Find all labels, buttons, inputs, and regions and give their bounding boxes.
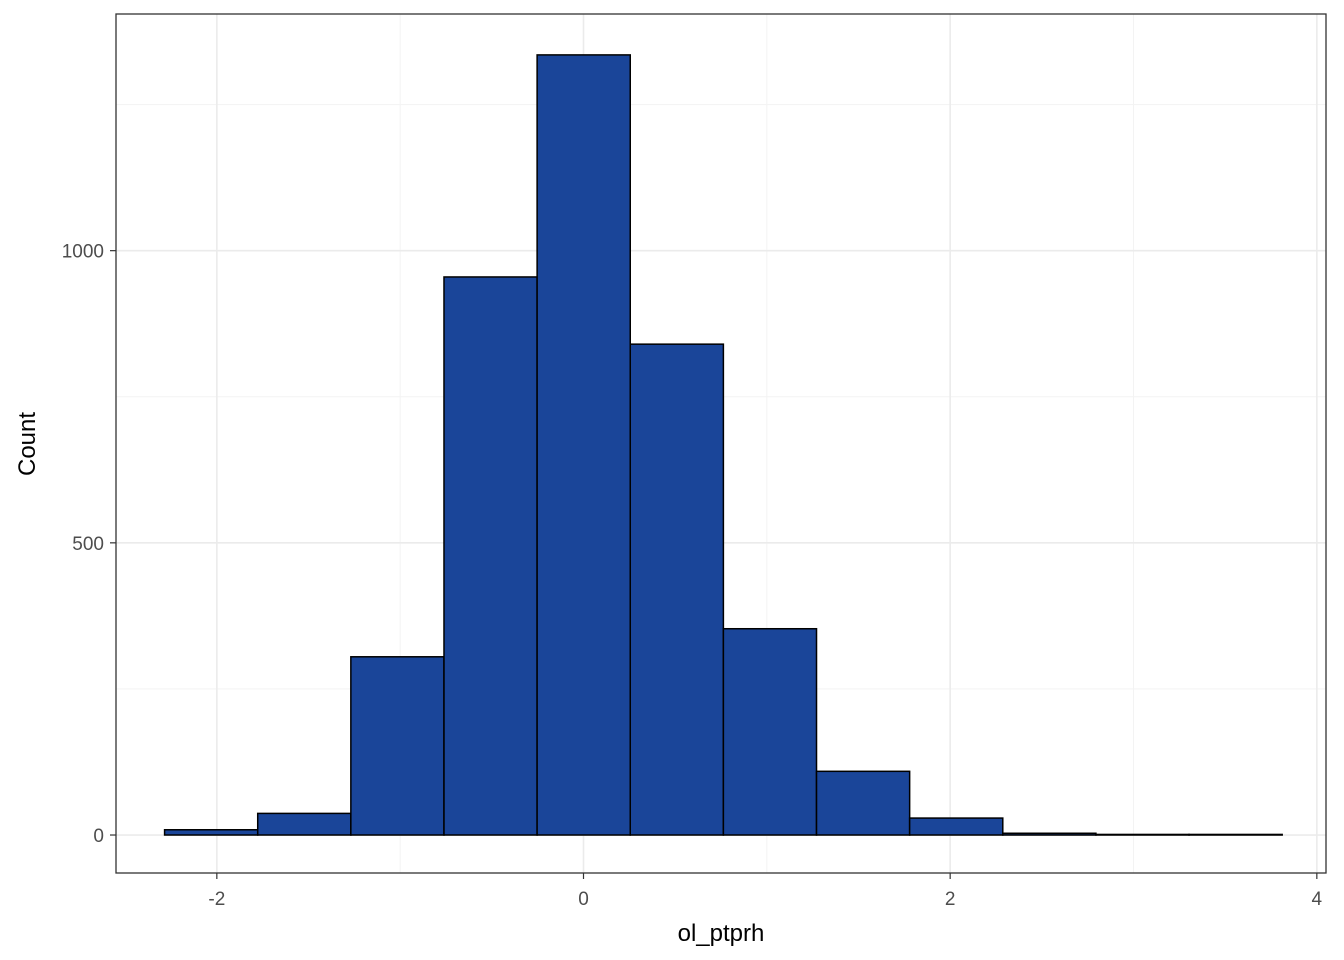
y-axis-title: Count (14, 412, 41, 476)
histogram-bar (908, 817, 1004, 836)
y-tick-label: 0 (93, 826, 104, 847)
histogram-bar (722, 627, 818, 836)
histogram-bar (256, 812, 352, 836)
histogram-bar (629, 343, 725, 836)
y-tick-label: 1000 (62, 242, 104, 263)
plot-border (115, 13, 1327, 874)
x-tick-label: 0 (578, 889, 589, 910)
histogram-bars (163, 54, 1283, 836)
histogram-bar (443, 276, 538, 836)
histogram-bar (1188, 833, 1283, 836)
histogram-bar (1095, 833, 1190, 836)
x-tick-label: 2 (945, 889, 956, 910)
histogram-bar (536, 54, 631, 836)
histogram-bar (350, 656, 445, 836)
x-axis-title: ol_ptprh (678, 920, 765, 947)
histogram-bar (163, 829, 259, 836)
axis-ticks: -2 0 2 4 0 500 1000 (62, 242, 1323, 910)
histogram-bar (815, 770, 911, 836)
histogram-bar (1002, 832, 1097, 836)
x-tick-label: 4 (1312, 889, 1323, 910)
x-tick-label: -2 (208, 889, 225, 910)
y-tick-label: 500 (72, 534, 104, 555)
